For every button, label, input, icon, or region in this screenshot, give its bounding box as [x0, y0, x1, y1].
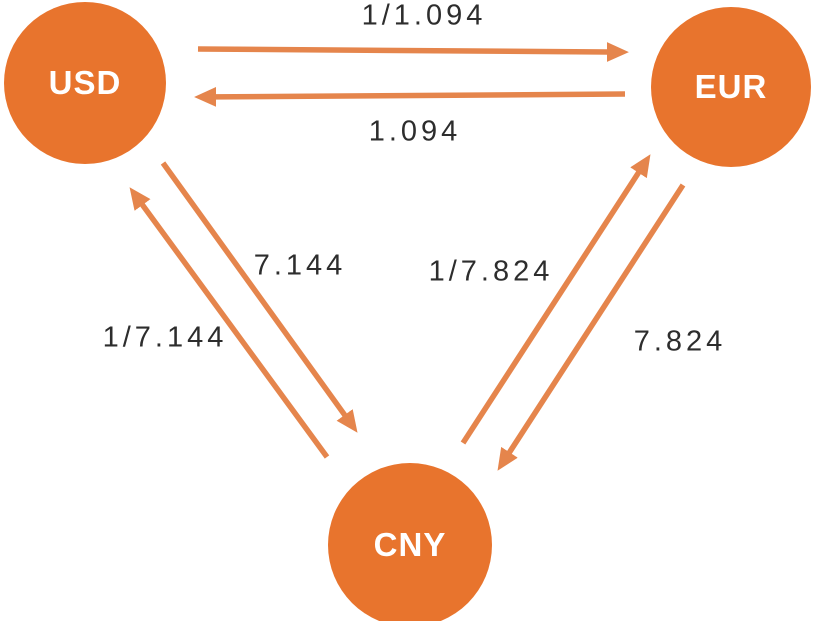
node-eur-label: EUR: [694, 68, 768, 105]
rate-label-cny-to-eur: 1/7.824: [428, 255, 554, 288]
rate-label-usd-to-cny: 7.144: [253, 249, 347, 282]
rate-label-eur-to-usd: 1.094: [368, 115, 462, 148]
node-eur: EUR: [651, 7, 811, 167]
node-usd: USD: [4, 2, 166, 164]
rate-label-eur-to-cny: 7.824: [633, 325, 727, 358]
arrow-eur-to-cny-icon: [497, 183, 686, 471]
arrow-eur-to-usd-icon: [194, 86, 626, 107]
arrow-usd-to-cny-icon: [160, 161, 358, 433]
rate-label-usd-to-eur: 1/1.094: [361, 0, 487, 32]
node-cny-label: CNY: [373, 526, 447, 563]
node-cny: CNY: [328, 463, 492, 621]
arrow-usd-to-eur-icon: [197, 42, 629, 62]
rate-label-cny-to-usd: 1/7.144: [102, 321, 228, 354]
arrow-cny-to-eur-icon: [460, 154, 651, 445]
arrow-cny-to-usd-icon: [129, 187, 330, 459]
node-usd-label: USD: [48, 64, 122, 101]
